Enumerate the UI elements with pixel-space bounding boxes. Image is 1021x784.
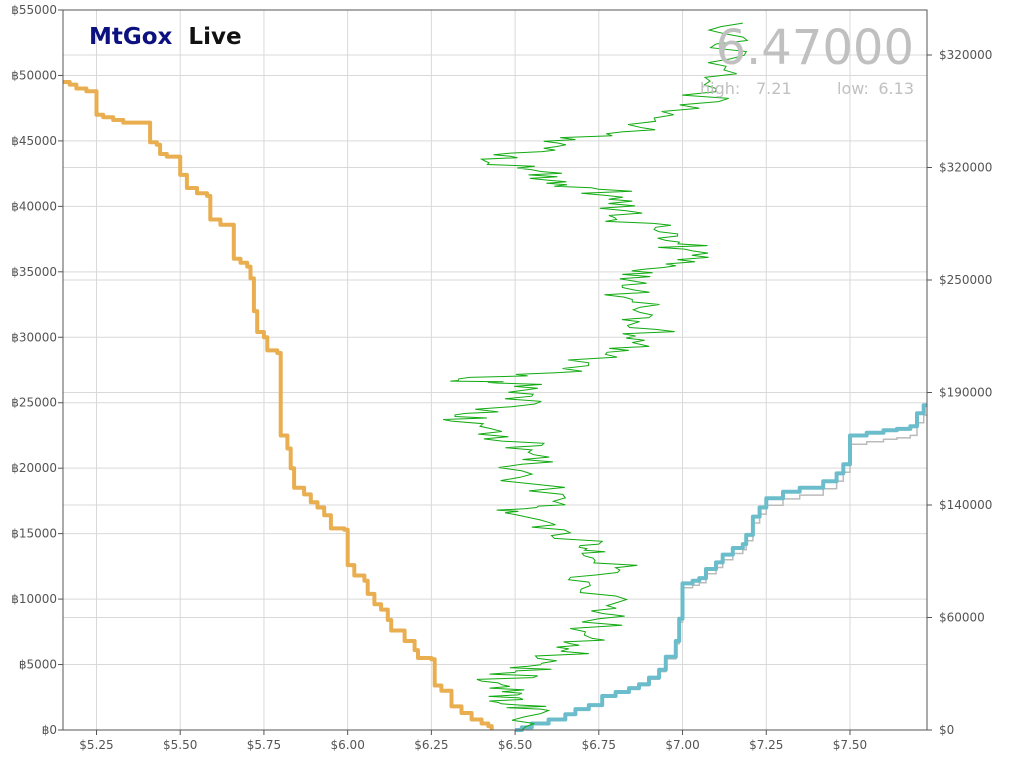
asks-depth-line xyxy=(515,403,927,732)
y-tick-label: ฿30000 xyxy=(11,330,57,344)
y-axis-right-ticks: $0 $60000 $140000 $190000 $250000 $320000 $320… xyxy=(927,48,992,737)
y-tick-label: ฿50000 xyxy=(11,68,57,82)
x-tick-label: $5.75 xyxy=(247,738,281,752)
bids-depth-line xyxy=(63,80,494,730)
x-tick-label: $6.00 xyxy=(330,738,364,752)
y2-tick-label: $320000 xyxy=(939,48,992,62)
x-tick-label: $6.50 xyxy=(498,738,532,752)
y-tick-label: ฿5000 xyxy=(19,658,57,672)
x-tick-label: $5.25 xyxy=(79,738,113,752)
y-tick-label: ฿15000 xyxy=(11,527,57,541)
series-layer xyxy=(63,22,927,732)
title-suffix: Live xyxy=(188,24,241,50)
y-tick-label: ฿10000 xyxy=(11,592,57,606)
y-axis-left-ticks: ฿0 ฿5000 ฿10000 ฿15000 ฿20000 ฿25000 ฿30000 ฿35… xyxy=(11,3,63,737)
y-tick-label: ฿45000 xyxy=(11,134,57,148)
high-label: high: xyxy=(700,79,740,98)
low-value: 6.13 xyxy=(878,79,914,98)
y-tick-label: ฿55000 xyxy=(11,3,57,17)
x-tick-label: $7.00 xyxy=(665,738,699,752)
high-value: 7.21 xyxy=(756,79,792,98)
y2-tick-label: $140000 xyxy=(939,498,992,512)
low-label: low: xyxy=(837,79,869,98)
x-tick-label: $6.75 xyxy=(582,738,616,752)
y-tick-label: ฿40000 xyxy=(11,199,57,213)
plot-frame xyxy=(62,9,928,731)
x-axis-ticks: $5.25 $5.50 $5.75 $6.00 $6.25 $6.50 $6.75 $7.00… xyxy=(79,730,867,752)
title-brand: MtGox xyxy=(89,24,173,50)
y2-tick-label: $0 xyxy=(939,723,954,737)
y2-tick-label: $250000 xyxy=(939,273,992,287)
y2-tick-label: $320000 xyxy=(939,161,992,175)
last-price: 6.47000 xyxy=(716,20,915,76)
x-tick-label: $7.50 xyxy=(833,738,867,752)
x-tick-label: $5.50 xyxy=(163,738,197,752)
asks-depth-shadow-line xyxy=(515,414,927,731)
trade-history-line xyxy=(443,22,749,731)
y-tick-label: ฿0 xyxy=(42,723,57,737)
x-tick-label: $6.25 xyxy=(414,738,448,752)
chart-title: MtGox Live xyxy=(89,24,242,50)
y2-tick-label: $190000 xyxy=(939,386,992,400)
y-tick-label: ฿20000 xyxy=(11,461,57,475)
y-tick-label: ฿35000 xyxy=(11,265,57,279)
y-tick-label: ฿25000 xyxy=(11,396,57,410)
y2-tick-label: $60000 xyxy=(939,611,985,625)
grid-lines xyxy=(63,9,927,731)
x-tick-label: $7.25 xyxy=(749,738,783,752)
